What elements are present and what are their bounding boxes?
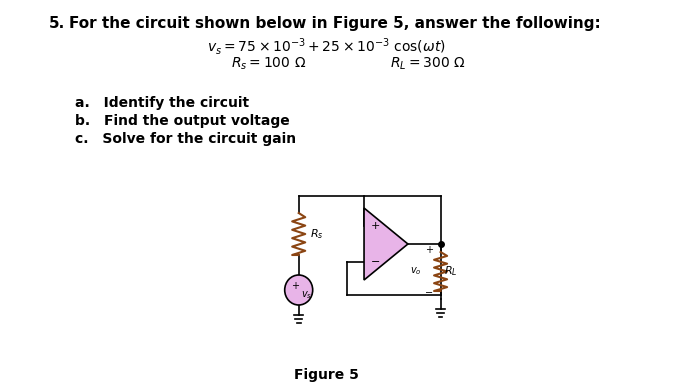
- Circle shape: [285, 275, 313, 305]
- Text: −: −: [426, 288, 433, 298]
- Text: $v_s = 75 \times 10^{-3} + 25 \times 10^{-3}\ \mathrm{cos}(\omega t)$: $v_s = 75 \times 10^{-3} + 25 \times 10^…: [207, 36, 446, 57]
- Text: +: +: [370, 221, 380, 231]
- Text: a. Identify the circuit: a. Identify the circuit: [75, 96, 248, 110]
- Text: $R_L = 300\ \Omega$: $R_L = 300\ \Omega$: [390, 56, 466, 72]
- Text: 5.: 5.: [48, 16, 65, 31]
- Text: $v_s$: $v_s$: [302, 289, 313, 301]
- Polygon shape: [364, 208, 408, 280]
- Text: −: −: [370, 257, 380, 267]
- Text: b. Find the output voltage: b. Find the output voltage: [75, 114, 289, 128]
- Text: $R_L$: $R_L$: [444, 265, 458, 279]
- Text: +: +: [426, 245, 433, 255]
- Text: $v_o$: $v_o$: [410, 266, 422, 277]
- Text: +: +: [291, 281, 299, 291]
- Text: For the circuit shown below in Figure 5, answer the following:: For the circuit shown below in Figure 5,…: [69, 16, 601, 31]
- Text: c. Solve for the circuit gain: c. Solve for the circuit gain: [75, 132, 296, 146]
- Text: Figure 5: Figure 5: [294, 368, 359, 382]
- Text: $R_s = 100\ \Omega$: $R_s = 100\ \Omega$: [232, 56, 307, 72]
- Text: $R_s$: $R_s$: [310, 227, 323, 241]
